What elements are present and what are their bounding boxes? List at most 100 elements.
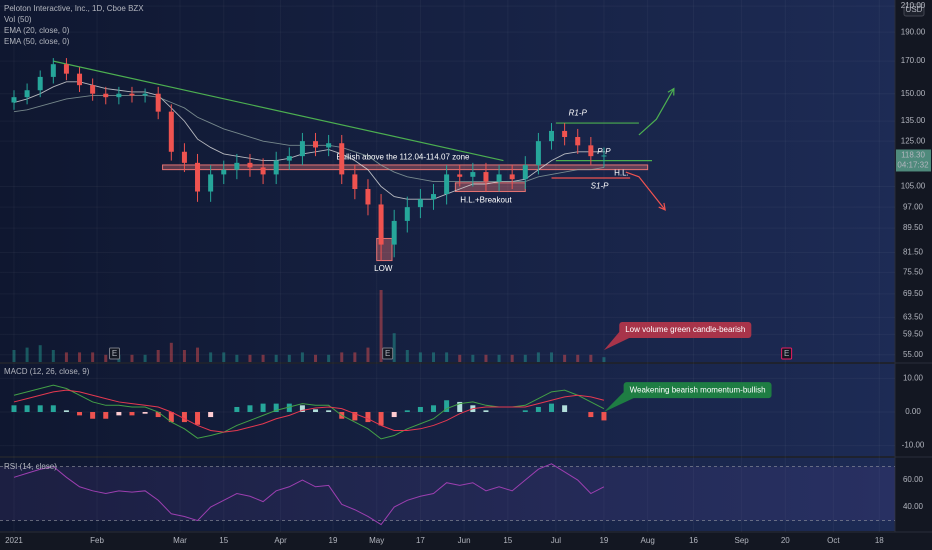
macd-histogram xyxy=(522,410,528,413)
callout-box xyxy=(619,321,752,338)
candle-body xyxy=(77,73,83,86)
y-tick-label: 40.00 xyxy=(903,502,924,511)
volume-bar xyxy=(261,354,265,362)
volume-bar xyxy=(523,354,527,362)
volume-bar xyxy=(130,354,134,362)
volume-bar xyxy=(353,352,357,362)
y-tick-label: 75.50 xyxy=(903,267,924,276)
zone xyxy=(162,164,649,171)
volume-bar xyxy=(484,354,488,362)
ema-legend: EMA (20, close, 0) xyxy=(4,26,70,35)
candle-body xyxy=(221,169,227,175)
candle-body xyxy=(195,162,201,192)
pivot-label: R1-P xyxy=(569,109,588,118)
candle-body xyxy=(575,137,581,146)
macd-histogram xyxy=(352,412,358,421)
macd-histogram xyxy=(129,412,135,416)
x-tick-label: 15 xyxy=(219,536,228,545)
x-tick-label: Oct xyxy=(827,536,840,545)
y-tick-label: 125.00 xyxy=(901,136,926,145)
y-tick-label: 60.00 xyxy=(903,475,924,484)
price-label-box xyxy=(896,149,931,172)
y-tick-label: 59.50 xyxy=(903,329,924,338)
candle-body xyxy=(601,155,607,157)
candle-body xyxy=(260,167,266,175)
price-countdown: 04:17:32 xyxy=(897,161,929,170)
volume-bar xyxy=(196,347,200,362)
volume-bar xyxy=(550,352,554,362)
zone-label: Bullish above the 112.04-114.07 zone xyxy=(336,152,470,161)
currency-badge[interactable] xyxy=(903,3,925,17)
y-tick-label: 210.00 xyxy=(901,1,926,10)
x-tick-label: 19 xyxy=(329,536,338,545)
x-tick-label: Feb xyxy=(90,536,104,545)
x-tick-label: Jun xyxy=(458,536,471,545)
volume-bar xyxy=(432,352,436,362)
macd-histogram xyxy=(247,405,253,413)
trendline xyxy=(53,60,504,162)
volume-bar xyxy=(300,352,304,362)
volume-bar xyxy=(366,347,370,362)
pivot-label: S1-P xyxy=(591,182,609,191)
x-tick-label: 19 xyxy=(599,536,608,545)
macd-histogram xyxy=(286,403,292,413)
callout-box xyxy=(623,382,772,399)
volume-bar xyxy=(340,352,344,362)
y-tick-label: 89.50 xyxy=(903,223,924,232)
macd-histogram xyxy=(11,405,17,413)
volume-bar xyxy=(104,354,108,362)
volume-bar xyxy=(327,354,331,362)
volume-bar xyxy=(78,352,82,362)
candle-body xyxy=(470,172,476,177)
candle-body xyxy=(11,97,17,103)
volume-bar xyxy=(497,354,501,362)
event-label: E xyxy=(112,349,117,358)
event-marker xyxy=(108,347,120,360)
candle-body xyxy=(24,90,30,98)
candle-body xyxy=(352,174,358,190)
macd-histogram xyxy=(457,401,463,413)
candle-body xyxy=(339,143,345,175)
y-tick-label: 55.00 xyxy=(903,350,924,359)
macd-histogram xyxy=(444,400,450,413)
macd-histogram xyxy=(299,405,305,413)
candle-body xyxy=(234,162,240,170)
volume-bar xyxy=(235,354,239,362)
y-tick-label: 170.00 xyxy=(901,56,926,65)
volume-bar xyxy=(379,290,383,362)
volume-bar xyxy=(156,350,160,362)
macd-histogram xyxy=(155,412,161,418)
volume-bar xyxy=(405,350,409,362)
x-tick-label: May xyxy=(369,536,384,545)
macd-histogram xyxy=(208,412,214,418)
macd-histogram xyxy=(63,410,69,413)
macd-histogram xyxy=(50,405,56,413)
macd-histogram xyxy=(365,412,371,423)
volume-bar xyxy=(91,352,95,362)
callout-text: Low volume green candle-bearish xyxy=(625,325,745,334)
x-tick-label: 17 xyxy=(416,536,425,545)
annotation-label: LOW xyxy=(374,264,393,273)
candle-body xyxy=(431,194,437,200)
macd-histogram xyxy=(181,412,187,423)
chart-title: Peloton Interactive, Inc., 1D, Cboe BZX xyxy=(4,4,144,13)
y-tick-label: 10.00 xyxy=(903,374,924,383)
macd-histogram xyxy=(77,412,83,416)
x-tick-label: 2021 xyxy=(5,536,23,545)
candle-body xyxy=(247,162,253,168)
event-label: E xyxy=(385,349,390,358)
event-marker xyxy=(382,347,394,360)
candle-body xyxy=(129,93,135,96)
volume-bar xyxy=(169,342,173,362)
macd-histogram xyxy=(103,412,109,419)
candle-body xyxy=(509,174,515,180)
volume-bar xyxy=(222,352,226,362)
candle-body xyxy=(155,93,161,112)
y-tick-label: 135.00 xyxy=(901,116,926,125)
candle-body xyxy=(417,199,423,208)
candle-body xyxy=(286,156,292,161)
candle-body xyxy=(522,165,528,180)
candle-body xyxy=(63,64,69,74)
candle-body xyxy=(181,151,187,163)
